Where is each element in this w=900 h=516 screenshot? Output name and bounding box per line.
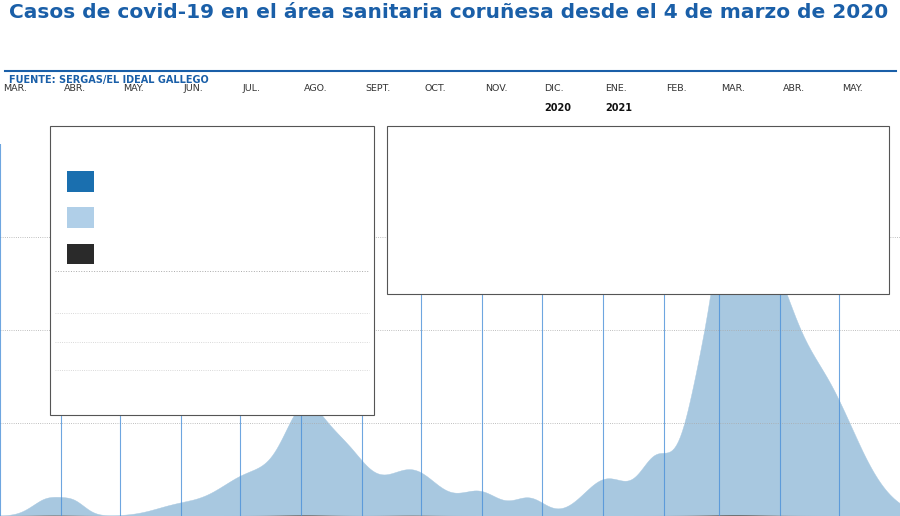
Text: 2021: 2021 xyxy=(606,103,633,113)
Text: FUENTE: SERGAS/EL IDEAL GALLEGO: FUENTE: SERGAS/EL IDEAL GALLEGO xyxy=(9,75,209,85)
Text: Contagios últimos 7 días: Contagios últimos 7 días xyxy=(59,348,188,359)
Text: NOV.: NOV. xyxy=(485,84,508,92)
Text: * DATO ACUMULADO DESDE EL INICIO DE LA PANDEMIA: * DATO ACUMULADO DESDE EL INICIO DE LA P… xyxy=(394,136,688,144)
Text: Contagios últimos 14 días: Contagios últimos 14 días xyxy=(59,292,195,302)
Text: SEPT.: SEPT. xyxy=(365,84,391,92)
Text: >400**: >400** xyxy=(311,375,366,389)
Text: MAR.: MAR. xyxy=(722,84,745,92)
Text: 143: 143 xyxy=(211,171,241,187)
Text: 1.140**: 1.140** xyxy=(308,346,366,361)
Text: 2020: 2020 xyxy=(544,103,572,113)
Text: JUN.: JUN. xyxy=(184,84,203,92)
Text: MAY.: MAY. xyxy=(842,84,862,92)
Text: Casos activos: Casos activos xyxy=(104,210,176,220)
Text: Incidencia a 7 días: Incidencia a 7 días xyxy=(59,377,157,387)
Text: 739: 739 xyxy=(287,244,318,259)
Text: MAY.: MAY. xyxy=(122,84,144,92)
Text: OCT.: OCT. xyxy=(424,84,446,92)
Text: +279: +279 xyxy=(204,207,248,223)
Text: >700**: >700** xyxy=(311,318,366,332)
Text: 102.984: 102.984 xyxy=(269,171,336,187)
Text: JUL.: JUL. xyxy=(243,84,261,92)
Text: NUEVOS: NUEVOS xyxy=(204,147,248,157)
Text: ENE.: ENE. xyxy=(606,84,627,92)
Text: Fallecidos acumulados: Fallecidos acumulados xyxy=(104,246,222,256)
Text: El 29 de abril, el Sergas cambió la comunicación de casos,
dando por recuperados: El 29 de abril, el Sergas cambió la comu… xyxy=(394,155,672,214)
Text: ABR.: ABR. xyxy=(783,84,805,92)
Text: 3.814: 3.814 xyxy=(279,207,326,223)
Text: Incidencia a 14 días: Incidencia a 14 días xyxy=(59,320,164,330)
Text: Casos de covid-19 en el área sanitaria coruñesa desde el 4 de marzo de 2020: Casos de covid-19 en el área sanitaria c… xyxy=(9,3,888,22)
Text: DIC.: DIC. xyxy=(544,84,564,92)
Text: MAR.: MAR. xyxy=(3,84,27,92)
Text: TOTAL: TOTAL xyxy=(286,147,319,157)
Text: FEB.: FEB. xyxy=(666,84,687,92)
Text: 1.913*: 1.913* xyxy=(315,289,366,304)
Text: 0: 0 xyxy=(220,244,231,259)
Text: ** DATOS REFERIDOS A LA CIUDAD DE A CORUÑA EN LOS
ÚLTIMOS 7 y 14 DÍAS: ** DATOS REFERIDOS A LA CIUDAD DE A CORU… xyxy=(394,243,698,265)
Text: Altas acumuladas: Altas acumuladas xyxy=(104,174,197,184)
Text: ABR.: ABR. xyxy=(64,84,86,92)
Text: AGO.: AGO. xyxy=(304,84,328,92)
